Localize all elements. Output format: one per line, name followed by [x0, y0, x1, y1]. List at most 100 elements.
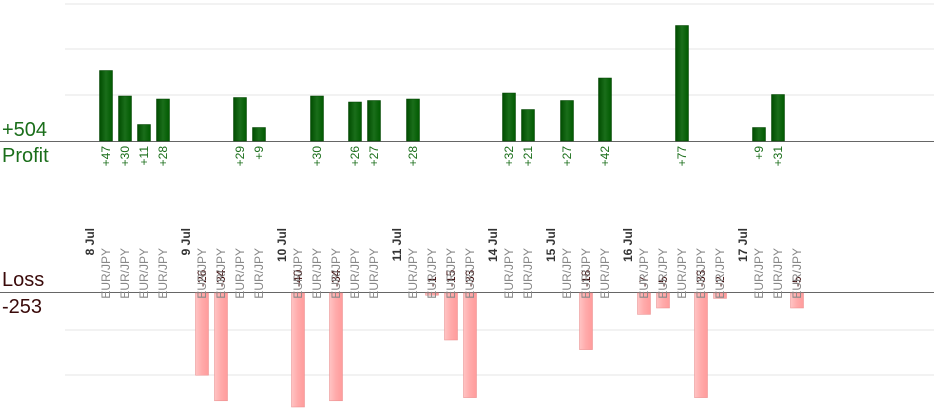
profit-bar [367, 100, 381, 142]
pair-label: EUR/JPY [521, 248, 535, 299]
date-label: 11 Jul [390, 228, 404, 261]
pair-label: EUR/JPY [406, 248, 420, 299]
loss-bar [444, 292, 458, 341]
profit-bar [502, 92, 516, 142]
profit-bar [137, 124, 151, 142]
pair-label: EUR/JPY [579, 248, 593, 299]
pair-label: EUR/JPY [118, 248, 132, 299]
profit-value-label: +31 [771, 146, 785, 167]
pair-label: EUR/JPY [752, 248, 766, 299]
date-label: 17 Jul [736, 228, 750, 262]
loss-value-label: -5 [656, 276, 670, 287]
profit-word-label: Profit [2, 145, 49, 167]
loss-bar [790, 292, 804, 309]
loss-bar [195, 292, 209, 376]
loss-value-label: -40 [291, 269, 305, 287]
profit-value-label: +9 [752, 146, 766, 160]
date-label: 14 Jul [486, 228, 500, 262]
loss-bar [656, 292, 670, 309]
loss-value-label: -26 [195, 269, 209, 287]
pair-label: EUR/JPY [329, 248, 343, 299]
profit-bar [752, 127, 766, 142]
loss-bar [214, 292, 228, 402]
profit-bar [560, 100, 574, 142]
pair-label: EUR/JPY [425, 248, 439, 299]
loss-bar [637, 292, 651, 315]
profit-bar [99, 70, 113, 142]
loss-value-label: -1 [425, 276, 439, 287]
date-label: 16 Jul [621, 228, 635, 262]
loss-bar [713, 292, 727, 299]
loss-value-label: -15 [444, 269, 458, 287]
pair-label: EUR/JPY [252, 248, 266, 299]
profit-value-label: +11 [137, 146, 151, 166]
pair-label: EUR/JPY [233, 248, 247, 299]
pair-label: EUR/JPY [771, 248, 785, 299]
profit-value-label: +26 [348, 146, 362, 167]
pair-label: EUR/JPY [214, 248, 228, 299]
profit-bar [118, 95, 132, 142]
pair-label: EUR/JPY [444, 248, 458, 299]
profit-value-label: +47 [99, 146, 113, 167]
profit-value-label: +30 [310, 146, 324, 167]
pair-label: EUR/JPY [348, 248, 362, 299]
pair-label: EUR/JPY [675, 248, 689, 299]
loss-bar [463, 292, 477, 398]
pair-label: EUR/JPY [156, 248, 170, 299]
loss-value-label: -33 [463, 269, 477, 287]
loss-value-label: -2 [713, 276, 727, 287]
date-label: 8 Jul [83, 228, 97, 255]
profit-bar [598, 77, 612, 142]
profit-bar [310, 95, 324, 142]
profit-value-label: +21 [521, 146, 535, 167]
pair-label: EUR/JPY [560, 248, 574, 299]
loss-value-label: -34 [214, 269, 228, 287]
loss-total-label: -253 [2, 296, 43, 318]
loss-bar [291, 292, 305, 408]
date-label: 9 Jul [179, 228, 193, 255]
profit-total-label: +504 [2, 119, 48, 141]
trade-bars [99, 25, 804, 408]
profit-bar [521, 109, 535, 142]
loss-word-label: Loss [2, 269, 45, 291]
pair-label: EUR/JPY [367, 248, 381, 299]
profit-bar [771, 94, 785, 142]
pair-label: EUR/JPY [463, 248, 477, 299]
profit-value-label: +29 [233, 146, 247, 167]
pair-label: EUR/JPY [195, 248, 209, 299]
pair-label: EUR/JPY [310, 248, 324, 299]
loss-value-label: -18 [579, 269, 593, 287]
profit-bar [675, 25, 689, 142]
loss-value-label: -33 [694, 269, 708, 287]
pair-label: EUR/JPY [99, 248, 113, 299]
profit-value-label: +30 [118, 146, 132, 167]
date-label: 10 Jul [275, 228, 289, 262]
profit-value-label: +9 [252, 146, 266, 160]
profit-bar [348, 101, 362, 142]
pair-label: EUR/JPY [713, 248, 727, 299]
loss-value-label: -5 [790, 276, 804, 287]
pair-label: EUR/JPY [502, 248, 516, 299]
pair-label: EUR/JPY [637, 248, 651, 299]
date-label: 15 Jul [544, 228, 558, 262]
profit-bar [233, 97, 247, 142]
profit-bar [252, 127, 266, 142]
loss-bar [329, 292, 343, 402]
profit-value-label: +28 [406, 146, 420, 167]
profit-value-label: +27 [367, 146, 381, 167]
profit-bar [156, 98, 170, 142]
profit-value-label: +27 [560, 146, 574, 167]
profit-value-label: +77 [675, 146, 689, 167]
axis-labels: 8 Jul +47 EUR/JPY +30 EUR/JPY +11 EUR/JPY +28 EU… [83, 146, 804, 299]
loss-value-label: -34 [329, 269, 343, 287]
pair-label: EUR/JPY [790, 248, 804, 299]
loss-bar [694, 292, 708, 398]
profit-value-label: +42 [598, 146, 612, 167]
pair-label: EUR/JPY [137, 248, 151, 299]
profit-value-label: +32 [502, 146, 516, 167]
gridlines [0, 3, 934, 376]
loss-value-label: -7 [637, 276, 651, 287]
pair-label: EUR/JPY [694, 248, 708, 299]
pair-label: EUR/JPY [598, 248, 612, 299]
